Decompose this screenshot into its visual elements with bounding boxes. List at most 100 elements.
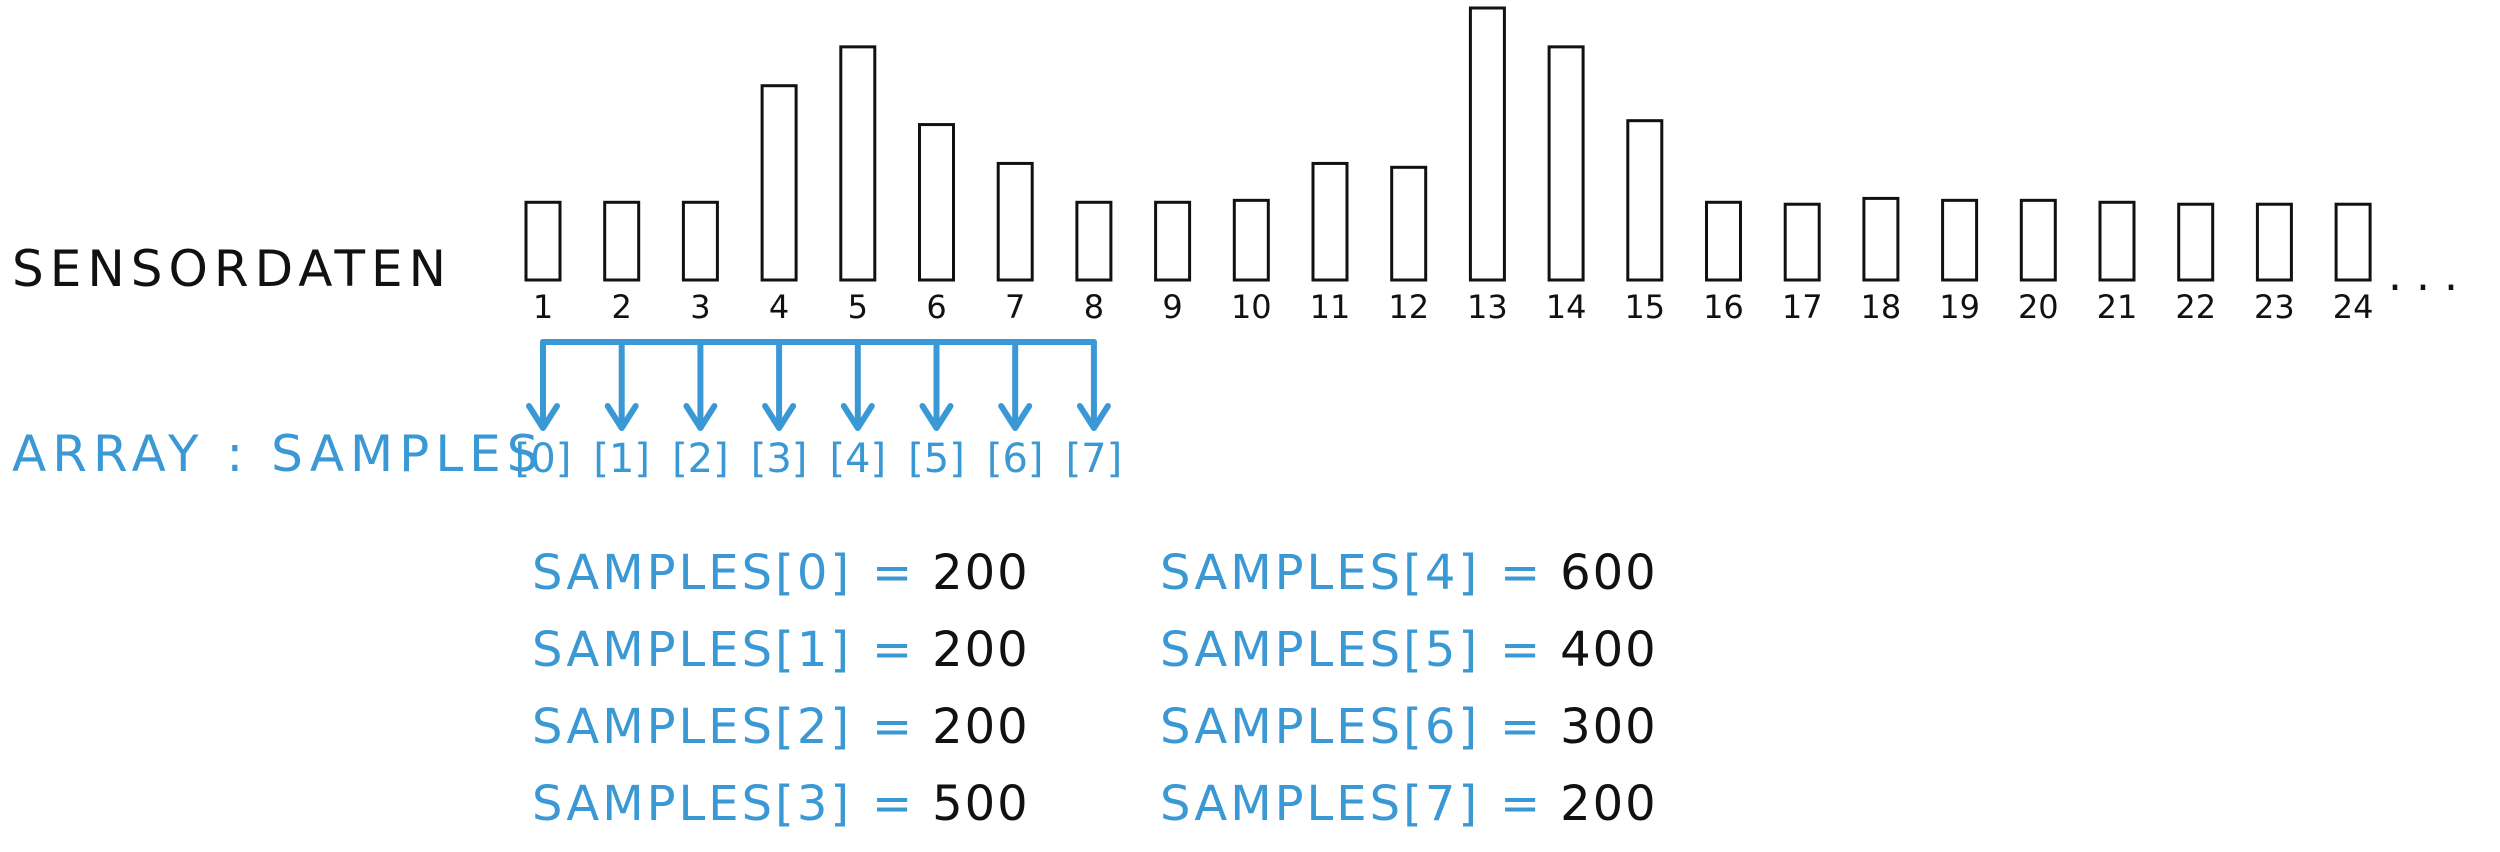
sensor-bar-17 xyxy=(1783,202,1821,282)
mapping-arrow-6 xyxy=(998,339,1033,431)
assignment-value: 400 xyxy=(1560,622,1658,678)
equals-sign: = xyxy=(871,776,913,832)
sensor-bar-16 xyxy=(1705,200,1742,282)
sensor-bar-2 xyxy=(603,200,641,282)
assignment-value: 500 xyxy=(932,776,1030,832)
sensor-bar-14 xyxy=(1547,45,1585,282)
sample-number-22: 22 xyxy=(2175,288,2216,326)
sample-number-11: 11 xyxy=(1310,288,1351,326)
sensor-bar-9 xyxy=(1154,200,1192,282)
sample-number-14: 14 xyxy=(1546,288,1587,326)
equals-sign: = xyxy=(1499,699,1541,755)
sample-number-4: 4 xyxy=(769,288,789,326)
mapping-arrow-5 xyxy=(919,339,954,431)
assignment-lhs: SAMPLES[4] xyxy=(1160,545,1481,601)
sensor-bar-15 xyxy=(1626,119,1664,282)
sample-number-2: 2 xyxy=(612,288,632,326)
assignment-lhs: SAMPLES[6] xyxy=(1160,699,1481,755)
mapping-arrow-1 xyxy=(604,339,639,431)
array-index-3: [3] xyxy=(751,436,808,482)
mapping-arrow-2 xyxy=(683,339,718,431)
assignment-lhs: SAMPLES[5] xyxy=(1160,622,1481,678)
assignment-lhs: SAMPLES[0] xyxy=(532,545,853,601)
sample-number-13: 13 xyxy=(1467,288,1508,326)
sensor-bar-5 xyxy=(839,45,877,282)
assignment-6: SAMPLES[6] = 300 xyxy=(1160,699,1658,755)
equals-sign: = xyxy=(1499,622,1541,678)
sample-number-7: 7 xyxy=(1005,288,1025,326)
sensor-bar-4 xyxy=(760,84,798,282)
assignment-0: SAMPLES[0] = 200 xyxy=(532,545,1030,601)
sensor-bar-22 xyxy=(2177,202,2215,282)
sensor-bar-11 xyxy=(1311,161,1349,282)
array-samples-label: ARRAY : SAMPLES xyxy=(12,425,545,483)
assignment-lhs: SAMPLES[3] xyxy=(532,776,853,832)
mapping-arrow-3 xyxy=(762,339,797,431)
assignment-value: 200 xyxy=(932,545,1030,601)
assignment-1: SAMPLES[1] = 200 xyxy=(532,622,1030,678)
assignment-lhs: SAMPLES[2] xyxy=(532,699,853,755)
mapping-arrow-4 xyxy=(840,339,875,431)
assignment-5: SAMPLES[5] = 400 xyxy=(1160,622,1658,678)
sample-number-18: 18 xyxy=(1861,288,1902,326)
assignment-lhs: SAMPLES[1] xyxy=(532,622,853,678)
sensor-bar-18 xyxy=(1862,196,1900,282)
sensor-bar-12 xyxy=(1390,165,1428,282)
sensor-data-label: SENSORDATEN xyxy=(12,240,453,298)
sensor-bar-8 xyxy=(1075,200,1113,282)
sample-number-15: 15 xyxy=(1624,288,1665,326)
sample-number-3: 3 xyxy=(690,288,710,326)
assignment-value: 200 xyxy=(932,699,1030,755)
equals-sign: = xyxy=(871,545,913,601)
assignment-lhs: SAMPLES[7] xyxy=(1160,776,1481,832)
assignment-7: SAMPLES[7] = 200 xyxy=(1160,776,1658,832)
sensor-bar-23 xyxy=(2255,202,2293,282)
assignment-4: SAMPLES[4] = 600 xyxy=(1160,545,1658,601)
equals-sign: = xyxy=(871,699,913,755)
sensor-bar-19 xyxy=(1941,198,1979,282)
sample-number-17: 17 xyxy=(1782,288,1823,326)
sample-number-1: 1 xyxy=(533,288,553,326)
assignment-value: 600 xyxy=(1560,545,1658,601)
sensor-bar-6 xyxy=(918,123,955,282)
array-index-5: [5] xyxy=(908,436,965,482)
sensor-bar-20 xyxy=(2019,198,2057,282)
sample-number-16: 16 xyxy=(1703,288,1744,326)
sample-number-21: 21 xyxy=(2097,288,2138,326)
sensor-bar-3 xyxy=(681,200,719,282)
array-index-6: [6] xyxy=(987,436,1044,482)
array-index-1: [1] xyxy=(593,436,650,482)
mapping-arrow-7 xyxy=(1076,339,1111,431)
equals-sign: = xyxy=(1499,776,1541,832)
sample-number-8: 8 xyxy=(1084,288,1104,326)
continuation-ellipsis: . . . xyxy=(2388,250,2458,301)
equals-sign: = xyxy=(1499,545,1541,601)
sample-number-10: 10 xyxy=(1231,288,1272,326)
sensor-bar-24 xyxy=(2334,202,2372,282)
assignment-2: SAMPLES[2] = 200 xyxy=(532,699,1030,755)
sample-number-5: 5 xyxy=(848,288,868,326)
sample-number-20: 20 xyxy=(2018,288,2059,326)
sensor-bar-1 xyxy=(524,200,562,282)
array-index-7: [7] xyxy=(1066,436,1123,482)
sample-number-9: 9 xyxy=(1162,288,1182,326)
sensor-bar-21 xyxy=(2098,200,2136,282)
array-index-2: [2] xyxy=(672,436,729,482)
equals-sign: = xyxy=(871,622,913,678)
sensor-bar-13 xyxy=(1468,6,1506,282)
array-index-0: [0] xyxy=(515,436,572,482)
assignment-value: 200 xyxy=(932,622,1030,678)
sample-number-23: 23 xyxy=(2254,288,2295,326)
assignment-value: 200 xyxy=(1560,776,1658,832)
sample-number-19: 19 xyxy=(1939,288,1980,326)
sensor-bar-7 xyxy=(996,161,1034,282)
mapping-arrow-0 xyxy=(526,339,560,431)
sensor-bar-10 xyxy=(1232,198,1270,282)
array-index-4: [4] xyxy=(829,436,886,482)
assignment-3: SAMPLES[3] = 500 xyxy=(532,776,1030,832)
assignment-value: 300 xyxy=(1560,699,1658,755)
sample-number-24: 24 xyxy=(2333,288,2374,326)
sample-number-12: 12 xyxy=(1388,288,1429,326)
sample-number-6: 6 xyxy=(926,288,946,326)
